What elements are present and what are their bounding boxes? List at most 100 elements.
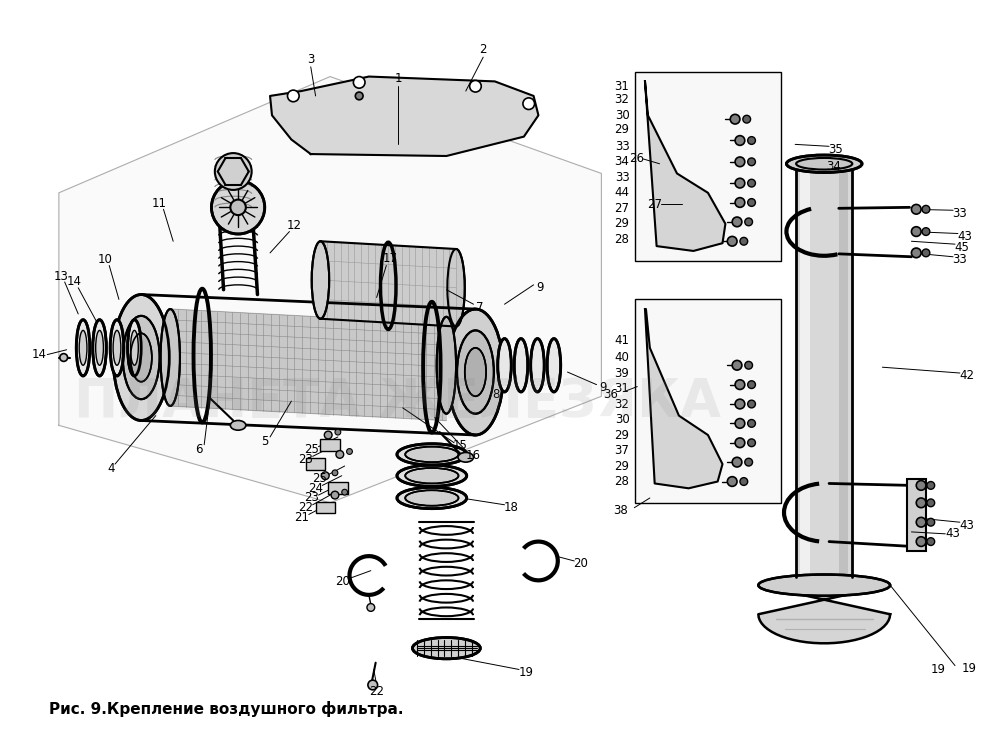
Polygon shape (645, 81, 725, 251)
Circle shape (735, 418, 745, 428)
Ellipse shape (131, 330, 138, 365)
Ellipse shape (397, 465, 467, 486)
Ellipse shape (113, 294, 169, 421)
Ellipse shape (215, 153, 252, 190)
Text: 27: 27 (614, 202, 629, 215)
Text: 9: 9 (537, 282, 544, 294)
Text: 28: 28 (615, 233, 629, 246)
Text: 31: 31 (615, 80, 629, 93)
Polygon shape (170, 309, 446, 421)
Circle shape (922, 249, 930, 257)
Circle shape (735, 438, 745, 447)
Text: 24: 24 (308, 482, 323, 495)
Text: 11: 11 (152, 197, 167, 210)
Ellipse shape (547, 338, 561, 392)
Circle shape (745, 362, 753, 369)
Circle shape (927, 538, 935, 545)
Text: 7: 7 (476, 300, 483, 314)
Circle shape (740, 477, 748, 486)
Ellipse shape (458, 453, 474, 462)
Ellipse shape (93, 320, 106, 376)
Ellipse shape (412, 637, 480, 659)
Circle shape (748, 158, 755, 166)
Circle shape (470, 81, 481, 92)
Circle shape (353, 76, 365, 88)
Circle shape (748, 381, 755, 388)
Text: 45: 45 (954, 241, 969, 253)
Bar (316, 502, 335, 513)
Text: 38: 38 (613, 504, 628, 517)
Text: 4: 4 (107, 462, 115, 475)
Text: 44: 44 (614, 186, 629, 199)
Ellipse shape (447, 249, 465, 326)
Polygon shape (758, 585, 890, 643)
Text: 31: 31 (615, 382, 629, 395)
Text: 29: 29 (614, 429, 629, 441)
Ellipse shape (110, 320, 124, 376)
Text: 39: 39 (615, 367, 629, 379)
Circle shape (727, 236, 737, 246)
Text: 37: 37 (615, 444, 629, 457)
Polygon shape (270, 76, 538, 156)
Circle shape (523, 98, 535, 110)
Circle shape (748, 420, 755, 427)
Ellipse shape (405, 447, 458, 462)
Circle shape (727, 477, 737, 486)
Circle shape (740, 238, 748, 245)
Circle shape (735, 379, 745, 389)
Circle shape (735, 136, 745, 146)
Text: 33: 33 (615, 140, 629, 153)
Circle shape (321, 472, 329, 480)
Text: 19: 19 (962, 662, 977, 675)
Text: 1: 1 (394, 72, 402, 85)
Circle shape (735, 179, 745, 188)
Bar (328, 483, 348, 494)
Ellipse shape (786, 155, 862, 173)
Text: 43: 43 (957, 230, 972, 243)
Circle shape (367, 604, 375, 611)
Circle shape (336, 450, 344, 458)
Text: 29: 29 (614, 123, 629, 137)
Circle shape (732, 457, 742, 467)
Bar (635, 72, 781, 261)
Text: 40: 40 (615, 351, 629, 364)
Ellipse shape (113, 330, 121, 365)
Text: 26: 26 (629, 152, 644, 165)
Circle shape (735, 157, 745, 167)
Circle shape (911, 205, 921, 214)
Circle shape (927, 499, 935, 506)
Text: 25: 25 (304, 443, 319, 456)
Text: 9: 9 (600, 381, 607, 394)
Circle shape (748, 439, 755, 447)
Circle shape (745, 458, 753, 466)
Circle shape (735, 198, 745, 208)
Polygon shape (645, 309, 722, 489)
Polygon shape (796, 164, 852, 577)
Bar (839, 164, 848, 577)
Circle shape (916, 537, 926, 547)
Text: 41: 41 (614, 334, 629, 347)
Circle shape (732, 360, 742, 370)
Circle shape (735, 399, 745, 409)
Text: 20: 20 (574, 557, 588, 571)
Text: 6: 6 (196, 443, 203, 456)
Circle shape (743, 115, 751, 123)
Text: 21: 21 (295, 511, 310, 524)
Text: 15: 15 (453, 439, 467, 452)
Ellipse shape (96, 330, 103, 365)
Text: Рис. 9.Крепление воздушного фильтра.: Рис. 9.Крепление воздушного фильтра. (49, 701, 404, 717)
Text: 33: 33 (952, 207, 967, 220)
Circle shape (287, 90, 299, 102)
Text: 14: 14 (32, 348, 47, 361)
Circle shape (748, 137, 755, 144)
Text: 5: 5 (262, 436, 269, 448)
Ellipse shape (211, 181, 265, 234)
Circle shape (342, 489, 348, 495)
Circle shape (60, 353, 68, 362)
Text: 29: 29 (614, 459, 629, 473)
Text: 17: 17 (383, 252, 398, 265)
Text: 43: 43 (959, 518, 974, 532)
Ellipse shape (230, 421, 246, 430)
Ellipse shape (76, 320, 90, 376)
Ellipse shape (312, 241, 329, 319)
